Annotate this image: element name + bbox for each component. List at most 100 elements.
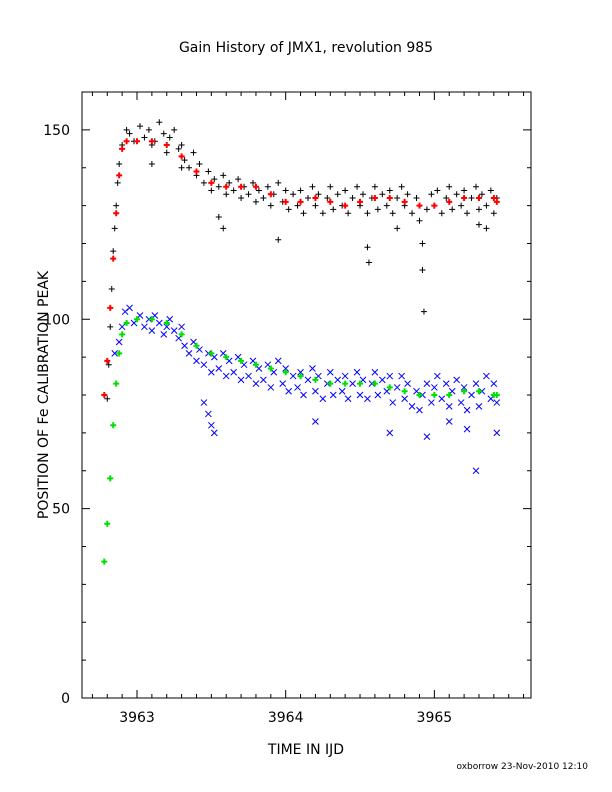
data-point <box>207 368 215 376</box>
data-point <box>297 373 304 380</box>
data-point <box>193 168 200 175</box>
data-point <box>104 357 111 364</box>
data-point <box>404 191 411 198</box>
data-point <box>116 172 123 179</box>
data-point <box>208 187 215 194</box>
data-point <box>289 372 297 380</box>
data-point <box>304 195 311 202</box>
data-point <box>178 331 185 338</box>
data-point <box>190 149 197 156</box>
data-point <box>490 210 497 217</box>
data-point <box>428 191 435 198</box>
data-point <box>104 395 111 402</box>
data-point <box>260 376 267 384</box>
data-point <box>483 225 490 232</box>
data-point <box>413 195 420 202</box>
data-point <box>342 187 349 194</box>
data-point <box>461 187 468 194</box>
data-point <box>264 183 271 190</box>
data-point <box>207 421 215 429</box>
data-point <box>446 183 453 190</box>
data-point <box>282 365 290 372</box>
data-point <box>267 191 274 198</box>
data-point <box>119 145 126 152</box>
data-point <box>208 350 215 357</box>
data-point <box>483 372 490 380</box>
data-point <box>431 392 438 398</box>
data-point <box>478 191 485 198</box>
data-point <box>398 372 406 380</box>
data-point <box>330 206 337 213</box>
data-point <box>312 195 319 202</box>
data-point <box>101 392 108 398</box>
data-point <box>475 221 482 228</box>
x-axis-title: TIME IN IJD <box>267 742 344 758</box>
data-point <box>223 183 230 190</box>
data-point <box>163 149 170 156</box>
data-point <box>364 210 371 217</box>
data-point <box>107 323 114 330</box>
data-point <box>113 210 120 217</box>
data-point <box>148 327 156 334</box>
data-point <box>457 399 465 406</box>
data-point <box>260 195 267 202</box>
x-tick-label: 3964 <box>268 710 304 726</box>
data-point <box>115 338 123 346</box>
data-point <box>252 183 259 190</box>
data-point <box>300 210 307 217</box>
data-point <box>386 384 393 391</box>
data-point <box>398 183 405 190</box>
data-point <box>453 376 461 384</box>
data-point <box>445 418 453 425</box>
data-point <box>357 198 364 205</box>
data-point <box>297 187 304 194</box>
data-point <box>334 376 342 384</box>
data-point <box>226 179 233 186</box>
data-point <box>160 130 167 137</box>
data-point <box>312 202 319 209</box>
data-point <box>490 195 497 202</box>
data-point <box>111 225 118 232</box>
data-point <box>200 179 207 186</box>
data-point <box>483 202 490 209</box>
data-point <box>113 202 120 209</box>
data-point <box>134 138 141 145</box>
data-point <box>349 380 356 387</box>
data-point <box>196 160 203 167</box>
data-point <box>312 376 319 383</box>
data-point <box>344 395 352 403</box>
data-point <box>205 168 212 175</box>
data-point <box>386 372 394 380</box>
data-point <box>389 399 397 406</box>
data-point <box>282 369 289 376</box>
data-point <box>334 191 341 198</box>
data-point <box>458 202 465 209</box>
data-point <box>230 368 238 376</box>
data-point <box>136 123 143 130</box>
data-point <box>475 388 482 395</box>
data-point <box>446 392 453 398</box>
data-point <box>371 380 378 387</box>
data-point <box>468 195 475 202</box>
data-point <box>252 380 260 387</box>
y-tick-label: 100 <box>43 312 70 328</box>
data-point <box>163 323 171 331</box>
data-point <box>342 202 349 209</box>
data-point <box>282 187 289 194</box>
data-point <box>114 179 121 186</box>
data-point <box>419 240 426 247</box>
data-point <box>416 217 423 224</box>
x-axis: 3963 3964 3965 <box>91 92 525 726</box>
data-point <box>297 368 304 376</box>
data-point <box>141 134 148 141</box>
data-point <box>353 368 361 376</box>
data-point <box>359 191 366 198</box>
data-point <box>394 225 401 232</box>
data-point <box>215 183 222 190</box>
data-point <box>245 372 252 380</box>
data-point <box>389 210 396 217</box>
data-point <box>383 202 390 209</box>
data-point <box>116 160 123 167</box>
data-point <box>386 195 393 202</box>
